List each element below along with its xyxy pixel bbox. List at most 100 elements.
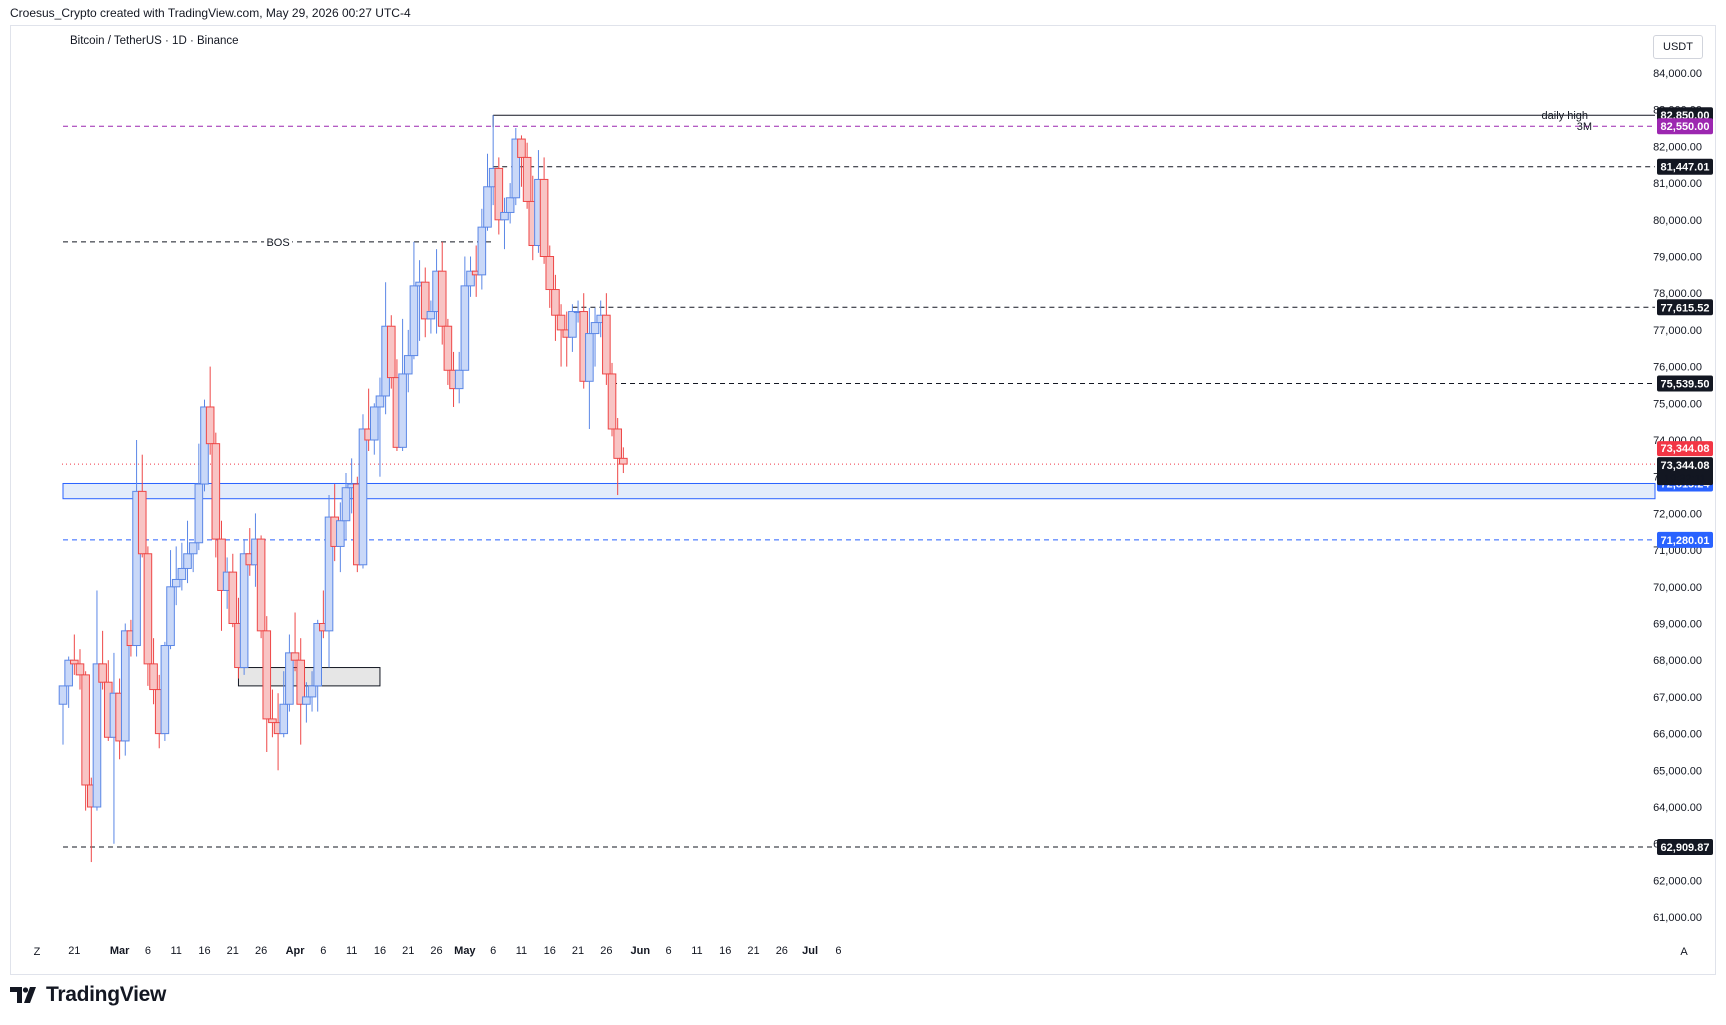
current-price-tag-bg: [1657, 441, 1713, 457]
tradingview-wordmark: TradingView: [46, 983, 167, 1006]
candle-body: [522, 156, 532, 202]
y-tick-label: 84,000.00: [1653, 68, 1702, 80]
candle-body: [92, 663, 102, 808]
candle-body: [398, 373, 407, 448]
candle-body: [166, 586, 175, 647]
x-tick-label: 21: [747, 945, 759, 957]
axis-a-marker: A: [1680, 946, 1688, 958]
candle-body: [460, 285, 470, 371]
candle-body: [409, 285, 419, 357]
candle-body: [545, 256, 555, 291]
candle-body: [279, 703, 289, 735]
x-tick-label: 16: [374, 945, 386, 957]
x-tick-label: 11: [346, 945, 357, 957]
x-tick-label: 26: [776, 945, 788, 957]
candle-body: [375, 395, 385, 408]
candle-body: [590, 322, 600, 335]
candle-body: [183, 553, 192, 569]
chart-credit: Croesus_Crypto created with TradingView.…: [10, 6, 411, 20]
level-price-tag: 71,280.01: [1661, 535, 1710, 547]
y-tick-label: 72,000.00: [1653, 508, 1702, 520]
candle-body: [420, 281, 430, 320]
y-tick-label: 67,000.00: [1653, 692, 1702, 704]
countdown-box-bg: [1657, 457, 1713, 486]
candle-body: [370, 406, 379, 441]
x-tick-label: 11: [516, 945, 527, 957]
candle-body: [403, 355, 413, 375]
level-price-tag: 82,550.00: [1661, 121, 1710, 133]
candle-body: [217, 538, 226, 591]
bos-label: BOS: [266, 237, 289, 249]
candle-body: [313, 623, 322, 687]
y-tick-label: 71,000.00: [1653, 545, 1702, 557]
level-price-tag-bg: [1657, 375, 1713, 392]
candle-body: [511, 138, 521, 199]
candle-body: [285, 652, 294, 705]
x-tick-label: 6: [145, 945, 151, 957]
candle-body: [64, 659, 73, 687]
tradingview-brand[interactable]: TradingView: [10, 983, 166, 1007]
candle-body: [228, 571, 238, 624]
y-tick-label: 62,000.00: [1653, 875, 1702, 887]
chart-frame: [10, 25, 1716, 975]
x-tick-label: Jun: [631, 945, 651, 957]
candle-body: [505, 197, 515, 213]
candle-body: [437, 270, 447, 327]
x-tick-label: 26: [430, 945, 442, 957]
price-chart[interactable]: daily high3MBOS61,000.0062,000.0063,000.…: [0, 0, 1726, 980]
current-price-label: 73,344.08: [1661, 460, 1710, 472]
candle-body: [70, 659, 79, 665]
candle-body: [81, 674, 90, 786]
x-tick-label: 6: [835, 945, 841, 957]
level-price-tag: 81,447.01: [1661, 162, 1710, 174]
currency-button[interactable]: USDT: [1653, 35, 1703, 59]
candle-body: [296, 659, 306, 705]
level-price-tag: 77,615.52: [1661, 302, 1710, 314]
y-tick-label: 65,000.00: [1653, 765, 1702, 777]
y-tick-label: 66,000.00: [1653, 729, 1702, 741]
candle-body: [205, 406, 215, 445]
level-price-tag-bg: [1657, 531, 1713, 548]
candle-body: [200, 406, 209, 485]
three-month-label: 3M: [1577, 121, 1592, 133]
candle-body: [336, 520, 345, 547]
x-tick-label: 21: [572, 945, 584, 957]
y-tick-label: 69,000.00: [1653, 619, 1702, 631]
x-tick-label: 21: [402, 945, 414, 957]
candle-body: [239, 553, 249, 669]
x-tick-label: 11: [691, 945, 702, 957]
candle-body: [211, 443, 221, 540]
y-tick-label: 78,000.00: [1653, 288, 1702, 300]
candle-body: [585, 333, 594, 382]
candle-body: [194, 483, 204, 544]
candle-body: [132, 490, 141, 647]
candle-body: [256, 538, 266, 632]
candle-body: [120, 630, 130, 742]
level-price-tag: 62,909.87: [1661, 842, 1710, 854]
countdown-label: 19:32:11: [1664, 473, 1706, 485]
x-tick-label: Apr: [286, 945, 306, 957]
y-tick-label: 77,000.00: [1653, 325, 1702, 337]
symbol-title[interactable]: Bitcoin / TetherUS · 1D · Binance: [70, 35, 239, 47]
candle-body: [137, 490, 147, 555]
tradingview-logo-icon: [10, 987, 36, 1003]
daily-high-label: daily high: [1542, 110, 1588, 122]
x-tick-label: 6: [490, 945, 496, 957]
candle-body: [494, 167, 504, 221]
candle-body: [58, 685, 68, 705]
axis-z-marker: Z: [34, 946, 41, 958]
y-tick-label: 61,000.00: [1653, 912, 1702, 924]
candle-body: [556, 314, 566, 331]
candle-body: [268, 718, 277, 724]
candle-body: [551, 289, 560, 316]
candle-body: [607, 373, 617, 430]
y-tick-label: 76,000.00: [1653, 362, 1702, 374]
candle-body: [149, 663, 158, 691]
bos-label-bg: [264, 234, 293, 248]
level-price-tag-bg: [1657, 158, 1713, 175]
candle-body: [75, 663, 85, 676]
current-price-tag: 73,344.08: [1661, 443, 1710, 455]
candle-body: [262, 630, 272, 720]
x-tick-label: 6: [320, 945, 326, 957]
zone-1: [237, 667, 381, 687]
